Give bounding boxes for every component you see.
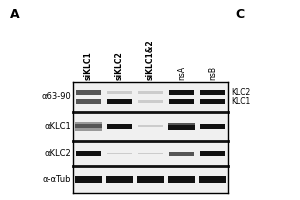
Bar [138, 125, 163, 127]
Text: nsB: nsB [208, 66, 217, 80]
Bar [200, 99, 225, 104]
Text: α63-90: α63-90 [41, 92, 71, 101]
Bar [73, 112, 228, 141]
Bar [75, 176, 102, 183]
Bar [73, 166, 228, 193]
Text: siKLC1: siKLC1 [84, 51, 93, 80]
Bar [137, 176, 164, 183]
Bar [168, 176, 195, 183]
Bar [199, 176, 226, 183]
Text: C: C [235, 8, 244, 21]
Bar [73, 141, 228, 166]
Bar [107, 124, 132, 129]
Bar [200, 90, 225, 95]
Bar [107, 91, 132, 94]
Text: A: A [10, 8, 20, 21]
Bar [138, 91, 163, 94]
Bar [76, 151, 101, 156]
Text: αKLC2: αKLC2 [44, 149, 71, 158]
Bar [73, 82, 228, 112]
Bar [106, 176, 133, 183]
Bar [76, 99, 101, 104]
Text: KLC2: KLC2 [231, 88, 250, 97]
Bar [138, 153, 163, 154]
Bar [107, 153, 132, 154]
Bar [168, 125, 195, 130]
Bar [169, 90, 194, 95]
Bar [76, 90, 101, 95]
Text: αKLC1: αKLC1 [44, 122, 71, 131]
Bar [75, 122, 102, 125]
Bar [168, 123, 195, 125]
Bar [75, 128, 102, 131]
Bar [75, 124, 102, 129]
Text: siKLC2: siKLC2 [115, 51, 124, 80]
Bar [169, 99, 194, 104]
Text: α-αTub: α-αTub [43, 175, 71, 184]
Bar [107, 99, 132, 104]
Text: siKLC1&2: siKLC1&2 [146, 39, 155, 80]
Text: KLC1: KLC1 [231, 97, 250, 106]
Bar [200, 124, 225, 129]
Text: nsA: nsA [177, 66, 186, 80]
Bar [138, 100, 163, 103]
Bar [200, 151, 225, 156]
Bar [169, 152, 194, 156]
